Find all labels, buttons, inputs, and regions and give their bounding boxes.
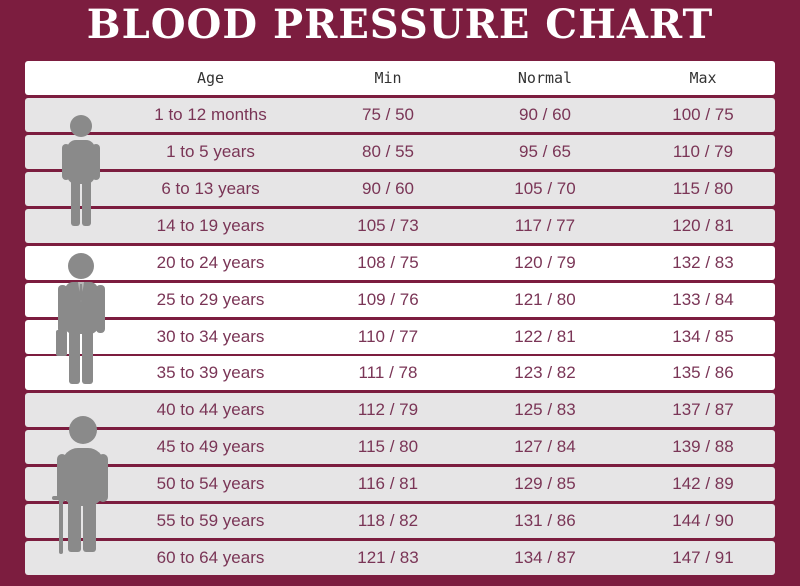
max-cell: 144 / 90 <box>672 511 734 531</box>
min-cell: 115 / 80 <box>357 437 419 457</box>
normal-cell: 122 / 81 <box>514 326 576 346</box>
normal-cell: 134 / 87 <box>514 548 576 567</box>
normal-cell: 125 / 83 <box>514 400 576 420</box>
normal-cell: 90 / 60 <box>519 105 571 124</box>
normal-cell: 117 / 77 <box>514 215 576 235</box>
age-cell: 20 to 24 years <box>156 252 265 272</box>
page-title: BLOOD PRESSURE CHART <box>86 1 714 48</box>
table-row: 40 to 44 years 112 / 79 125 / 83 137 / 87 <box>25 393 775 428</box>
min-cell: 75 / 50 <box>362 105 414 124</box>
max-cell: 100 / 75 <box>672 105 734 124</box>
age-cell: 6 to 13 years <box>161 178 260 198</box>
table-row: 25 to 29 years 109 / 76 121 / 80 133 / 84 <box>25 282 775 317</box>
min-cell: 112 / 79 <box>357 400 419 420</box>
adult-figure-icon <box>56 253 105 384</box>
table-row: 60 to 64 years 121 / 83 134 / 87 147 / 91 <box>25 541 775 575</box>
max-cell: 137 / 87 <box>672 400 734 420</box>
header-min: Min <box>374 69 402 87</box>
age-cell: 60 to 64 years <box>156 548 265 567</box>
header-age: Age <box>196 69 225 87</box>
min-cell: 121 / 83 <box>357 548 419 567</box>
max-cell: 120 / 81 <box>672 215 734 235</box>
max-cell: 132 / 83 <box>672 252 734 272</box>
max-cell: 115 / 80 <box>672 178 734 198</box>
max-cell: 139 / 88 <box>672 437 734 457</box>
elderly-figure-icon <box>52 416 108 554</box>
min-cell: 110 / 77 <box>357 326 419 346</box>
table-row: 55 to 59 years 118 / 82 131 / 86 144 / 90 <box>25 504 775 539</box>
normal-cell: 129 / 85 <box>514 474 576 494</box>
table-row: 6 to 13 years 90 / 60 105 / 70 115 / 80 <box>25 171 775 206</box>
age-cell: 30 to 34 years <box>156 326 265 346</box>
child-figure-icon <box>62 115 100 226</box>
max-cell: 110 / 79 <box>672 141 734 161</box>
table-row: 35 to 39 years 111 / 78 123 / 82 135 / 86 <box>25 356 775 391</box>
header-max: Max <box>689 69 717 87</box>
max-cell: 133 / 84 <box>672 289 734 309</box>
normal-cell: 105 / 70 <box>514 178 576 198</box>
age-cell: 35 to 39 years <box>156 363 265 383</box>
max-cell: 135 / 86 <box>672 363 734 383</box>
min-cell: 105 / 73 <box>357 215 419 235</box>
table-row: 30 to 34 years 110 / 77 122 / 81 134 / 85 <box>25 319 775 354</box>
age-cell: 50 to 54 years <box>156 474 265 494</box>
normal-cell: 121 / 80 <box>514 289 576 309</box>
age-cell: 40 to 44 years <box>156 400 265 420</box>
min-cell: 116 / 81 <box>357 474 419 494</box>
normal-cell: 127 / 84 <box>514 437 576 457</box>
table-row: 20 to 24 years 108 / 75 120 / 79 132 / 83 <box>25 245 775 280</box>
table-row: 1 to 12 months 75 / 50 90 / 60 100 / 75 <box>25 98 775 132</box>
min-cell: 118 / 82 <box>357 511 419 531</box>
age-cell: 14 to 19 years <box>156 215 265 235</box>
age-cell: 45 to 49 years <box>156 437 265 457</box>
max-cell: 142 / 89 <box>672 474 734 494</box>
table-header: Age Min Normal Max <box>25 61 775 95</box>
table-row: 14 to 19 years 105 / 73 117 / 77 120 / 81 <box>25 208 775 243</box>
age-cell: 1 to 5 years <box>166 141 255 161</box>
max-cell: 134 / 85 <box>672 326 734 346</box>
min-cell: 80 / 55 <box>362 141 414 161</box>
normal-cell: 95 / 65 <box>519 141 571 161</box>
table-row: 45 to 49 years 115 / 80 127 / 84 139 / 88 <box>25 430 775 465</box>
normal-cell: 123 / 82 <box>514 363 576 383</box>
header-normal: Normal <box>517 69 573 87</box>
min-cell: 108 / 75 <box>357 252 419 272</box>
age-cell: 1 to 12 months <box>154 105 267 124</box>
age-cell: 55 to 59 years <box>156 511 265 531</box>
normal-cell: 120 / 79 <box>514 252 576 272</box>
max-cell: 147 / 91 <box>672 548 734 567</box>
table-row: 50 to 54 years 116 / 81 129 / 85 142 / 89 <box>25 467 775 502</box>
min-cell: 111 / 78 <box>358 363 418 383</box>
min-cell: 109 / 76 <box>357 289 419 309</box>
min-cell: 90 / 60 <box>362 178 414 198</box>
table-row: 1 to 5 years 80 / 55 95 / 65 110 / 79 <box>25 134 775 169</box>
normal-cell: 131 / 86 <box>514 511 576 531</box>
age-cell: 25 to 29 years <box>156 289 265 309</box>
